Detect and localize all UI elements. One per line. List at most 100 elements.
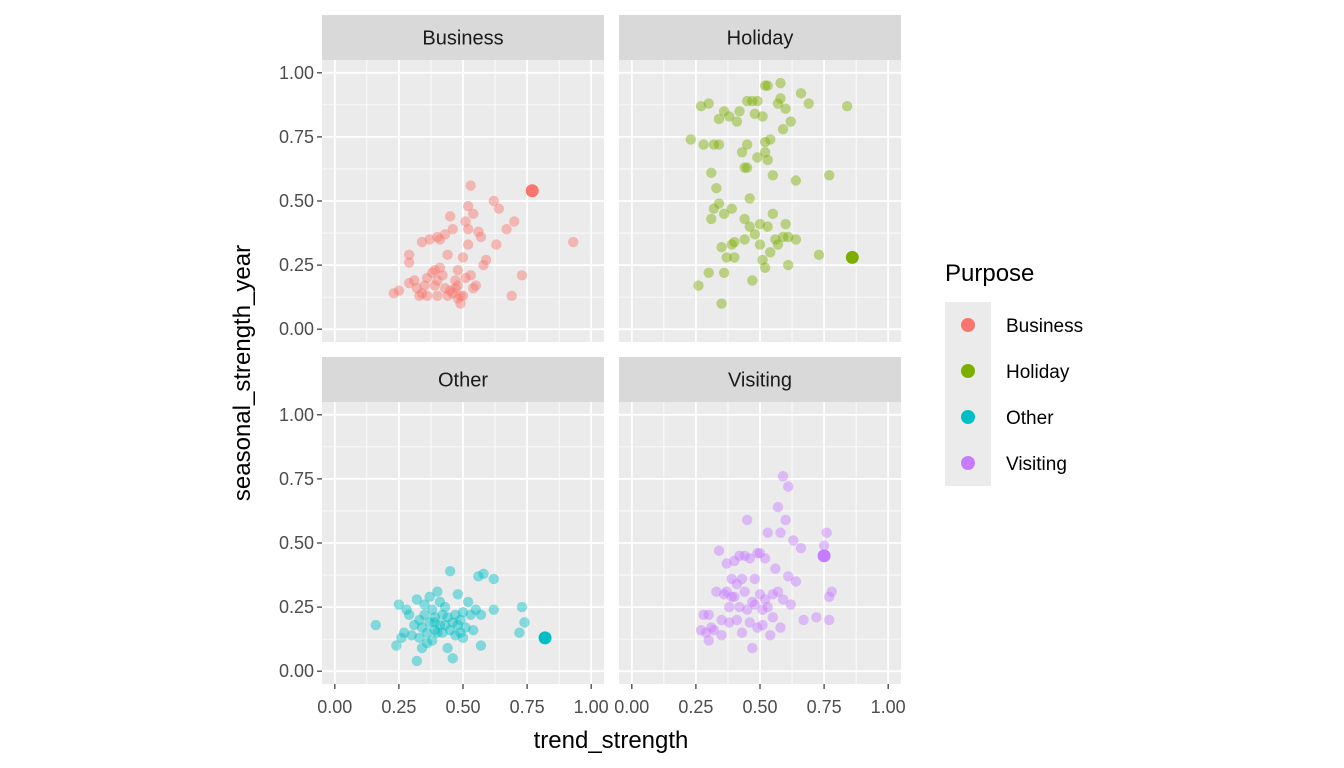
data-point (713, 113, 725, 125)
data-point (757, 111, 768, 122)
data-point (762, 527, 773, 538)
data-point (762, 80, 773, 91)
data-point (465, 180, 476, 191)
data-point (754, 548, 766, 559)
data-point (703, 635, 714, 646)
data-point (780, 103, 791, 114)
data-point (747, 642, 758, 654)
facet-strip (619, 357, 901, 402)
data-point (470, 280, 482, 291)
data-point (447, 617, 458, 628)
data-point (695, 624, 707, 636)
data-point (759, 80, 771, 91)
y-tick-label: 1.00 (279, 405, 314, 425)
data-point (772, 501, 784, 513)
data-point (821, 527, 832, 538)
data-point (434, 619, 446, 631)
data-point (752, 95, 763, 107)
data-point (478, 259, 489, 271)
x-tick-label: 1.00 (574, 697, 609, 717)
data-point (432, 231, 443, 243)
data-point (470, 604, 482, 615)
data-point (757, 619, 768, 631)
y-tick-label: 0.50 (279, 191, 314, 211)
data-point (739, 213, 750, 225)
data-point (739, 586, 750, 597)
data-point (747, 596, 758, 608)
data-point (777, 124, 789, 135)
data-point (783, 481, 794, 492)
data-point (734, 550, 745, 562)
facet-strip-label: Visiting (728, 370, 792, 392)
data-point (432, 586, 443, 597)
data-point (718, 106, 730, 117)
data-point (516, 270, 528, 281)
data-point (419, 280, 430, 291)
data-point (716, 241, 727, 253)
data-point (421, 627, 433, 638)
data-point (457, 607, 469, 618)
legend-label-business: Business (1006, 316, 1083, 337)
data-point (741, 139, 753, 150)
data-point (452, 589, 464, 600)
data-point (424, 234, 435, 245)
data-point (439, 229, 451, 240)
data-point (762, 154, 773, 166)
data-point (741, 95, 753, 107)
data-point (754, 589, 766, 600)
data-point (726, 591, 737, 603)
data-point (772, 239, 784, 250)
data-point (759, 262, 771, 273)
data-point (721, 586, 732, 597)
data-point (685, 134, 696, 145)
data-point (718, 208, 730, 220)
x-tick-label: 0.75 (510, 697, 545, 717)
data-point (444, 211, 456, 222)
data-point (811, 612, 822, 623)
data-point (452, 293, 464, 304)
data-point (442, 249, 453, 261)
data-point (795, 88, 807, 99)
data-point (501, 224, 512, 235)
data-point (439, 619, 451, 631)
data-point (824, 170, 835, 181)
data-point (460, 272, 471, 284)
data-point (757, 604, 768, 615)
data-point (475, 231, 487, 243)
data-point (729, 236, 740, 248)
data-point (491, 239, 502, 250)
data-point (488, 604, 499, 615)
data-point (770, 234, 781, 245)
data-point (754, 218, 766, 230)
data-point (414, 614, 425, 626)
data-point (783, 571, 794, 582)
data-point (465, 609, 476, 620)
data-point (462, 239, 474, 250)
data-point (757, 254, 768, 266)
data-point (767, 170, 779, 181)
data-point (706, 167, 717, 178)
data-point (721, 252, 732, 263)
data-point (708, 624, 720, 636)
data-point (457, 632, 469, 644)
data-point (439, 601, 451, 613)
data-point (706, 213, 717, 225)
data-point (419, 599, 430, 610)
data-point (411, 594, 423, 605)
data-point (460, 622, 471, 633)
data-point (772, 98, 784, 109)
y-tick-label: 1.00 (279, 63, 314, 83)
data-point (421, 290, 433, 302)
facet-strip (322, 357, 604, 402)
data-point (452, 265, 464, 276)
data-point (706, 622, 717, 633)
data-point (468, 624, 479, 636)
facet-panel-other: Other (322, 357, 604, 684)
data-point (749, 108, 761, 120)
highlight-point (538, 631, 552, 645)
data-point (775, 93, 786, 104)
data-point (767, 612, 779, 623)
data-point (450, 275, 461, 286)
axes: 0.000.250.500.751.000.000.250.500.751.00… (279, 63, 906, 717)
